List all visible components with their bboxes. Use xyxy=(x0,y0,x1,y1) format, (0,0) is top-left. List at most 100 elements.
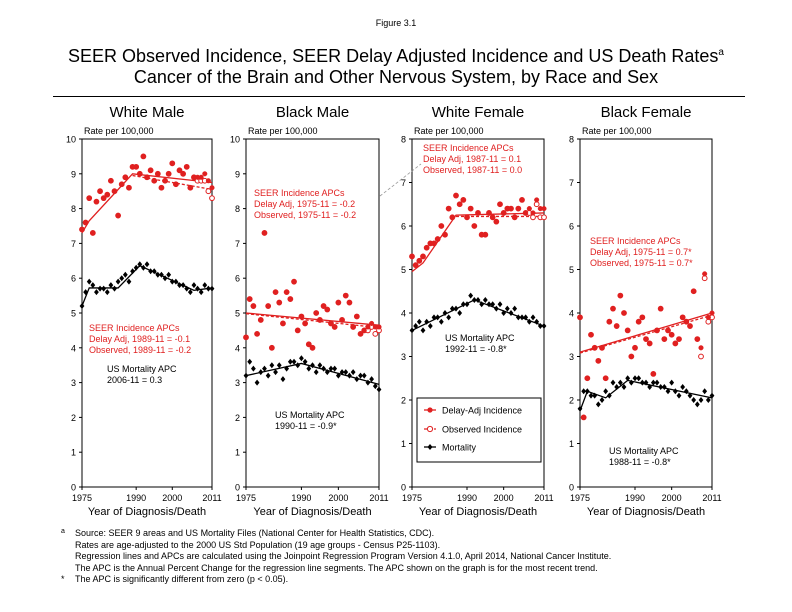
y-tick-label: 5 xyxy=(235,309,240,319)
y-tick-label: 4 xyxy=(569,309,574,319)
delay-adjusted-incidence-point xyxy=(324,306,330,313)
y-axis-label: Rate per 100,000 xyxy=(582,126,652,136)
mortality-point xyxy=(291,358,297,365)
y-tick-label: 8 xyxy=(569,135,574,145)
delay-adjusted-incidence-point xyxy=(588,332,594,338)
mortality-point xyxy=(416,318,422,325)
mortality-point xyxy=(705,397,711,403)
mortality-point xyxy=(512,305,518,312)
x-tick-label: 2011 xyxy=(369,493,388,503)
mortality-point xyxy=(376,386,382,393)
mortality-point xyxy=(335,372,341,379)
delay-adjusted-incidence-point xyxy=(482,232,488,238)
mortality-point xyxy=(350,369,356,376)
mortality-point xyxy=(306,365,312,372)
mortality-point xyxy=(665,388,671,395)
y-tick-label: 1 xyxy=(569,439,574,449)
mortality-point xyxy=(295,362,301,369)
mortality-point xyxy=(247,358,253,365)
mortality-point xyxy=(122,271,128,278)
delay-adjusted-incidence-point xyxy=(672,340,678,347)
delay-adjusted-incidence-point xyxy=(475,210,481,216)
mortality-point xyxy=(541,323,547,330)
mortality-point xyxy=(94,289,99,296)
delay-adjusted-incidence-point xyxy=(643,336,649,342)
mortality-point xyxy=(108,282,114,289)
delay-adjusted-incidence-point xyxy=(694,336,700,342)
delay-adjusted-incidence-point xyxy=(413,262,419,268)
incidence-apc-annotation: SEER Incidence APCs xyxy=(89,323,180,333)
mortality-point xyxy=(427,323,433,330)
delay-adjusted-incidence-point xyxy=(365,324,371,330)
mortality-point xyxy=(672,388,678,395)
mortality-point xyxy=(603,388,609,395)
incidence-apc-annotation: SEER Incidence APCs xyxy=(423,143,514,153)
x-axis-label: Year of Diagnosis/Death xyxy=(419,506,537,518)
mortality-point xyxy=(324,369,330,376)
mortality-point xyxy=(460,301,466,308)
footnote-significance: The APC is significantly different from … xyxy=(75,574,289,584)
delay-adjusted-incidence-point xyxy=(101,195,107,201)
mortality-point xyxy=(442,310,448,316)
delay-adjusted-incidence-point xyxy=(169,160,175,166)
mortality-point xyxy=(313,369,319,376)
mortality-point xyxy=(280,376,286,383)
delay-adjusted-incidence-point xyxy=(202,171,208,177)
delay-adjusted-incidence-point xyxy=(86,195,92,201)
mortality-point xyxy=(676,392,682,399)
delay-adjusted-incidence-point xyxy=(647,340,653,347)
footnote-marker: * xyxy=(61,574,65,584)
delay-adjusted-incidence-point xyxy=(258,317,264,323)
x-tick-label: 1975 xyxy=(402,493,422,503)
mortality-point xyxy=(577,405,583,412)
mortality-point xyxy=(669,379,675,386)
mortality-point xyxy=(471,296,477,303)
mortality-point xyxy=(680,383,686,390)
delay-adjusted-incidence-point xyxy=(709,310,715,316)
delay-adjusted-incidence-point xyxy=(599,345,605,351)
panel-black-male: Black Male Rate per 100,000 0 1 2 3 4 5 6 7 8 9 10 19… xyxy=(230,104,389,518)
delay-adjusted-incidence-point xyxy=(287,296,293,302)
delay-adjusted-incidence-point xyxy=(650,371,656,377)
mortality-point xyxy=(698,397,704,403)
mortality-apc-annotation: 1988-11 = -0.8* xyxy=(609,457,671,467)
mortality-apc-annotation: US Mortality APC xyxy=(445,333,515,343)
delay-adjusted-incidence-point xyxy=(140,153,146,159)
y-tick-label: 3 xyxy=(235,378,240,388)
delay-adjusted-incidence-point xyxy=(632,345,638,351)
legend-box xyxy=(416,397,542,463)
mortality-point xyxy=(262,365,267,372)
y-tick-label: 5 xyxy=(569,265,574,275)
panel-white-female: White Female Rate per 100,000 0 1 2 3 4 5 6 7 8 197… xyxy=(401,104,554,518)
mortality-apc-annotation: US Mortality APC xyxy=(275,410,345,420)
y-axis-label: Rate per 100,000 xyxy=(248,126,318,136)
mortality-point xyxy=(83,289,89,296)
mortality-point xyxy=(610,379,616,386)
trend-line-mortality xyxy=(579,379,713,412)
mortality-point xyxy=(438,318,444,325)
x-tick-label: 2011 xyxy=(702,493,721,503)
mortality-point xyxy=(420,327,426,334)
delay-adjusted-incidence-point xyxy=(471,223,477,229)
delay-adjusted-incidence-point xyxy=(343,293,349,299)
mortality-point xyxy=(486,301,492,308)
y-tick-label: 7 xyxy=(235,239,240,249)
footnote-source: Source: SEER 9 areas and US Mortality Fi… xyxy=(75,528,435,538)
y-tick-label: 2 xyxy=(569,396,574,406)
delay-adjusted-incidence-point xyxy=(328,320,334,326)
delay-adjusted-incidence-point xyxy=(636,319,642,325)
delay-adjusted-incidence-point xyxy=(313,310,319,316)
panel-title: Black Female xyxy=(601,104,692,121)
mortality-point xyxy=(702,388,708,395)
mortality-point xyxy=(254,379,260,386)
legend-marker-delay xyxy=(427,407,433,413)
mortality-point xyxy=(302,358,308,365)
delay-adjusted-incidence-point xyxy=(460,197,466,203)
y-tick-label: 6 xyxy=(71,274,76,284)
y-tick-label: 0 xyxy=(569,483,574,493)
mortality-point xyxy=(490,301,496,308)
delay-adjusted-incidence-point xyxy=(595,358,601,364)
mortality-point xyxy=(694,401,700,408)
observed-incidence-point xyxy=(698,353,704,360)
delay-adjusted-incidence-point xyxy=(409,253,415,260)
